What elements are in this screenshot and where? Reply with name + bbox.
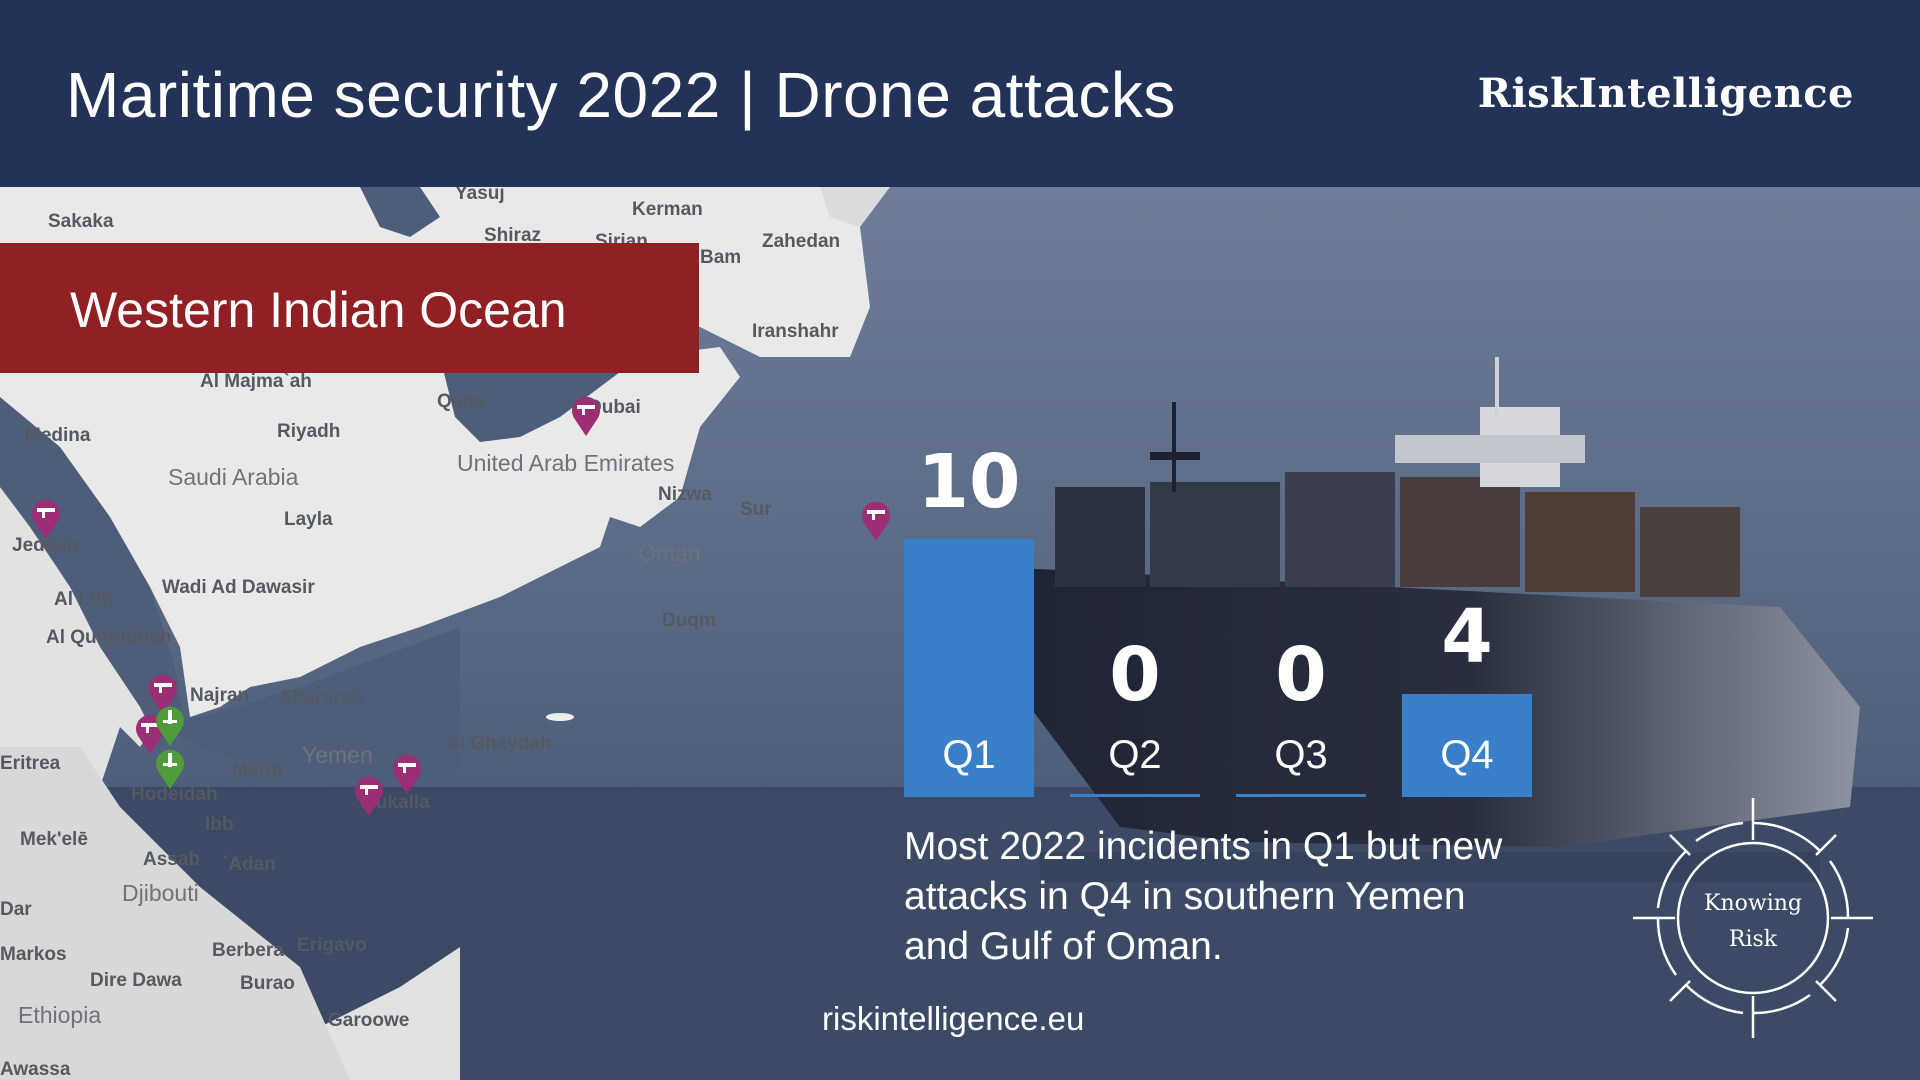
map-label: Al Lith	[54, 589, 114, 610]
drone-attack-marker-icon[interactable]	[389, 750, 425, 794]
map-label: Al Ghaydah	[446, 733, 552, 754]
map-label: Dar	[0, 899, 32, 920]
map-label: Markos	[0, 944, 67, 965]
map-label: Hodeidah	[131, 784, 218, 805]
map-label: `Adan	[222, 854, 276, 875]
compass-ring-icon	[1633, 798, 1873, 1038]
map-label: Layla	[284, 509, 333, 530]
map-label: Medina	[25, 425, 91, 446]
map-label: Sharurah	[280, 687, 364, 708]
bar-value-label: 0	[1275, 632, 1327, 718]
map-label: Assab	[143, 849, 201, 870]
map-label: Nizwa	[658, 484, 712, 505]
map-label: Bam	[700, 247, 742, 268]
brand-logo-text: RiskIntelligence	[1477, 70, 1854, 117]
map-label: Jeddah	[12, 535, 79, 556]
map-label: Al Majma`ah	[200, 371, 312, 392]
map-label-country: Saudi Arabia	[168, 464, 299, 490]
map-label: Sakaka	[48, 211, 114, 232]
map-label: Dubai	[588, 397, 641, 418]
map-label: Berbera	[212, 940, 284, 961]
map-label-country: Oman	[638, 540, 701, 566]
logo-text-line2: Risk	[1728, 927, 1778, 952]
drone-attack-marker-icon[interactable]	[351, 772, 387, 816]
incident-marker-icon[interactable]	[152, 745, 188, 789]
map-label: Dire Dawa	[90, 970, 182, 991]
map-label: Duqm	[662, 610, 716, 631]
map-label-country: Yemen	[302, 742, 373, 768]
map-label: Yasuj	[455, 187, 505, 204]
map-label: Garoowe	[328, 1010, 410, 1031]
bar-value-label: 10	[917, 439, 1021, 525]
bar-value-label: 0	[1109, 632, 1161, 718]
map-label: Shiraz	[484, 225, 542, 246]
bar-category-label: Q3	[1274, 733, 1328, 777]
map-label-country: Ethiopia	[18, 1002, 102, 1028]
summary-text: Most 2022 incidents in Q1 but new attack…	[904, 825, 1503, 968]
map-label-country: Djibouti	[122, 880, 199, 906]
drone-attack-marker-icon[interactable]	[28, 495, 64, 539]
knowing-risk-logo: Knowing Risk	[1630, 795, 1876, 1041]
drone-attack-marker-icon[interactable]	[568, 392, 604, 436]
map-label: Zahedan	[762, 231, 841, 252]
logo-text-line1: Knowing	[1704, 891, 1802, 916]
map-label: Eritrea	[0, 753, 61, 774]
map-label: Erigavo	[297, 935, 367, 956]
map-label: Qatar	[437, 391, 487, 412]
sea-and-ship-photo	[0, 187, 1920, 1080]
bar-value-label: 4	[1441, 594, 1493, 680]
map-label: Burao	[240, 973, 295, 994]
drone-attack-marker-icon[interactable]	[145, 670, 181, 714]
map-label: Mek'elē	[20, 829, 88, 850]
drone-attack-marker-icon[interactable]	[858, 497, 894, 541]
map-label: Kerman	[632, 199, 703, 220]
region-banner: Western Indian Ocean	[0, 243, 699, 373]
map-label: Al Qunfudhah	[46, 627, 172, 648]
website-link[interactable]: riskintelligence.eu	[822, 1000, 1085, 1037]
bar-category-label: Q2	[1108, 733, 1162, 777]
header-bar: Maritime security 2022 | Drone attacks R…	[0, 0, 1920, 187]
map-label: Riyadh	[277, 421, 341, 442]
map-label: Awassa	[0, 1059, 71, 1080]
map-label-country: United Arab Emirates	[457, 450, 675, 476]
map-label: Sur	[740, 499, 772, 520]
map-label: Wadi Ad Dawasir	[162, 577, 315, 598]
bar-category-label: Q4	[1440, 733, 1494, 777]
incident-marker-icon[interactable]	[152, 702, 188, 746]
map-label: Iranshahr	[752, 321, 839, 342]
map-label: Najran	[190, 685, 250, 706]
map-label: Marib	[232, 760, 283, 781]
region-label: Western Indian Ocean	[70, 282, 567, 338]
page-title: Maritime security 2022 | Drone attacks	[66, 59, 1176, 131]
bar-category-label: Q1	[942, 733, 996, 777]
map-label: Ibb	[205, 814, 234, 835]
